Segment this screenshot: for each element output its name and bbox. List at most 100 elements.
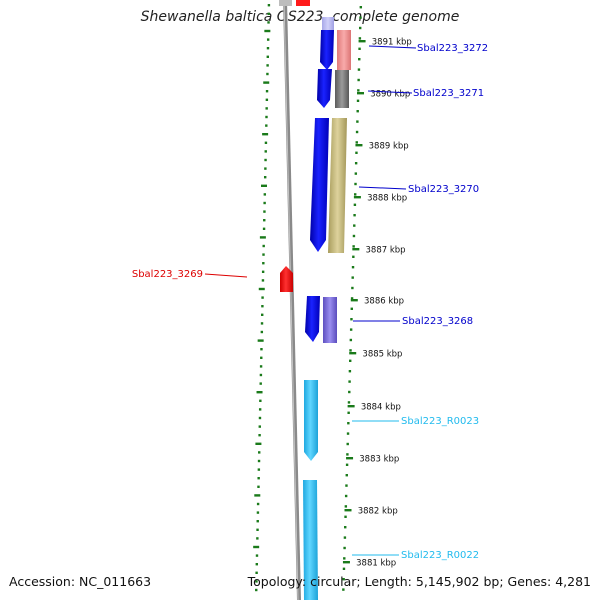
inner-ruler-tick <box>265 98 269 101</box>
inner-ruler-tick <box>259 365 263 368</box>
inner-ruler-tick <box>259 236 266 239</box>
inner-ruler-tick <box>257 485 260 488</box>
outer-ruler-tick <box>359 16 362 19</box>
kbp-tick-label: 3886 kbp <box>364 297 404 307</box>
inner-ruler-tick <box>259 373 263 377</box>
inner-ruler-tick <box>257 468 261 471</box>
inner-ruler-tick <box>261 313 264 316</box>
kbp-tick-label: 3888 kbp <box>367 194 407 204</box>
kbp-tick-label: 3881 kbp <box>356 559 396 569</box>
outer-ruler-tick <box>344 515 347 518</box>
feature-band-pink <box>337 30 351 70</box>
inner-ruler-tick <box>261 184 268 187</box>
inner-ruler-tick <box>266 64 269 67</box>
inner-ruler-tick <box>262 262 265 265</box>
outer-ruler-tick <box>359 6 363 9</box>
kbp-tick-label: 3891 kbp <box>372 38 412 48</box>
outer-ruler-tick <box>342 578 345 581</box>
gene-arrow-sbal223-3270 <box>310 118 329 252</box>
kbp-tick-label: 3885 kbp <box>362 350 402 360</box>
feature-band-khaki <box>328 118 347 253</box>
inner-ruler-tick <box>255 588 258 592</box>
outer-ruler-tick <box>342 588 345 591</box>
gene-leader-line <box>204 273 248 278</box>
outer-ruler-tick <box>358 37 362 40</box>
outer-ruler-tick <box>354 193 357 196</box>
outer-ruler-tick <box>357 89 360 92</box>
inner-ruler-tick <box>267 12 270 15</box>
gene-label: Sbal223_R0022 <box>401 550 479 561</box>
gene-label: Sbal223_3269 <box>132 269 203 280</box>
gene-leader-line <box>368 45 417 49</box>
outer-ruler-tick <box>350 297 354 300</box>
gene-label: Sbal223_3272 <box>417 43 488 54</box>
inner-ruler-tick <box>265 90 269 93</box>
inner-ruler-tick <box>264 150 267 153</box>
outer-ruler-tick <box>345 484 348 487</box>
outer-ruler-major-tick <box>353 196 361 199</box>
outer-ruler-tick <box>348 390 351 394</box>
inner-ruler-tick <box>266 47 270 50</box>
outer-ruler-tick <box>353 214 356 217</box>
inner-ruler-tick <box>256 511 260 514</box>
gene-arrow-sbal223-3268 <box>305 296 320 342</box>
outer-ruler-tick <box>351 276 354 279</box>
outer-ruler-tick <box>346 453 349 456</box>
outer-ruler-tick <box>352 245 355 248</box>
gene-leader-line <box>358 186 407 190</box>
inner-ruler-tick <box>264 141 268 144</box>
inner-ruler-tick <box>266 55 269 58</box>
inner-ruler-tick <box>266 38 270 41</box>
rna-arrow-sbal223-r0022 <box>303 480 318 600</box>
inner-ruler-tick <box>255 554 259 557</box>
inner-ruler-tick <box>256 502 260 506</box>
outer-ruler-tick <box>356 120 359 123</box>
outer-ruler-tick <box>357 68 361 71</box>
inner-ruler-tick <box>260 322 264 325</box>
inner-ruler-tick <box>256 537 259 540</box>
accession-text: Accession: NC_011663 <box>9 574 152 589</box>
gene-arrow-sbal223-3271 <box>317 69 332 108</box>
kbp-tick-labels: 3891 kbp 3890 kbp 3889 kbp 3888 kbp 3887 kbp… <box>356 38 412 569</box>
outer-ruler-tick <box>347 411 350 414</box>
outer-ruler-major-tick <box>346 457 354 460</box>
outer-ruler-tick <box>347 401 351 404</box>
outer-ruler-tick <box>344 505 348 508</box>
outer-ruler-tick <box>345 474 348 477</box>
kbp-tick-label: 3882 kbp <box>358 507 398 517</box>
outer-ruler-major-tick <box>355 144 363 147</box>
outer-ruler-tick <box>342 567 346 570</box>
gene-label: Sbal223_3270 <box>408 184 479 195</box>
gene-label: Sbal223_R0023 <box>401 416 479 427</box>
outer-ruler-tick <box>346 442 349 446</box>
outer-ruler-tick <box>357 78 360 82</box>
inner-ruler-tick <box>255 571 258 574</box>
inner-ruler-tick <box>264 167 267 170</box>
inner-ruler-tick <box>259 399 262 402</box>
outer-ruler-tick <box>343 546 346 550</box>
outer-ruler-tick <box>343 536 347 539</box>
gene-label: Sbal223_3268 <box>402 316 473 327</box>
kbp-tick-label: 3890 kbp <box>370 90 410 100</box>
outer-ruler-tick <box>353 203 357 206</box>
outer-ruler-major-tick <box>352 248 360 251</box>
outer-ruler-tick <box>343 557 346 560</box>
kbp-tick-label: 3883 kbp <box>359 455 399 465</box>
kbp-tick-label: 3887 kbp <box>366 246 406 256</box>
gene-leader-line <box>367 90 413 94</box>
inner-ruler-tick <box>253 545 260 549</box>
outer-ruler-tick <box>348 380 351 383</box>
topology-text: Topology: circular; Length: 5,145,902 bp… <box>247 574 591 589</box>
outer-scale-ruler <box>342 6 366 591</box>
outer-ruler-major-tick <box>342 561 350 564</box>
outer-ruler-major-tick <box>358 40 366 43</box>
map-title: Shewanella baltica OS223, complete genom… <box>140 9 460 25</box>
feature-band-lavender-top <box>322 17 334 30</box>
outer-ruler-major-tick <box>357 92 365 95</box>
inner-ruler-tick <box>258 408 262 411</box>
gene-arrow-sbal223-3269 <box>280 266 293 292</box>
inner-ruler-tick <box>265 124 268 127</box>
outer-ruler-tick <box>353 224 356 227</box>
outer-ruler-tick <box>354 172 358 175</box>
outer-ruler-tick <box>356 110 359 113</box>
